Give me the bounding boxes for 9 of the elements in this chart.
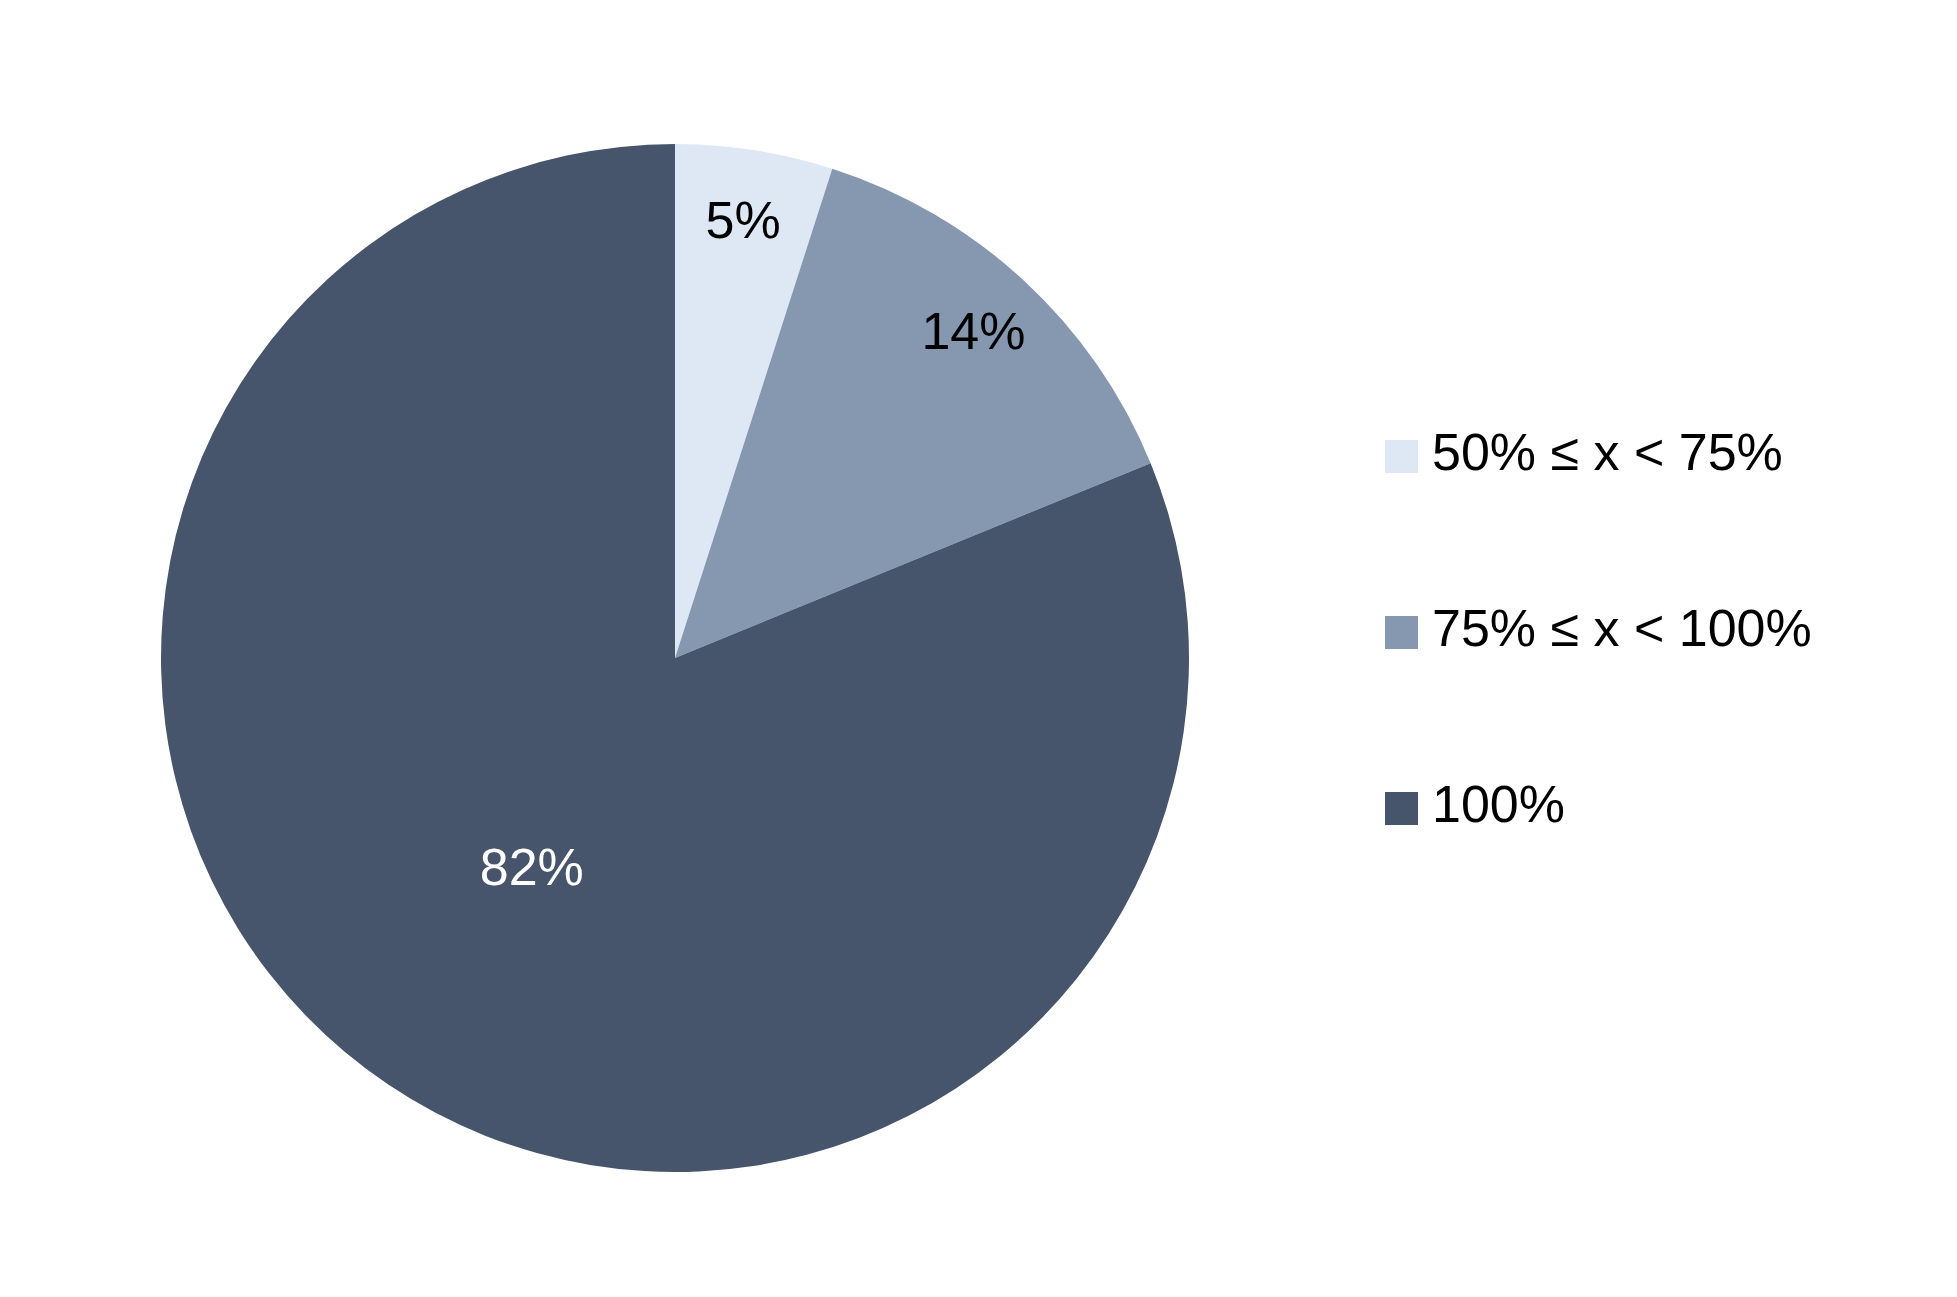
data-label: 5% <box>705 190 781 249</box>
data-label: 82% <box>479 838 584 897</box>
pie-slice <box>161 144 1189 1172</box>
data-label: 14% <box>921 302 1026 361</box>
pie-slice <box>675 144 833 658</box>
legend-label: 100% <box>1432 774 1565 833</box>
legend-label: 75% ≤ x < 100% <box>1432 598 1812 657</box>
legend-label: 50% ≤ x < 75% <box>1432 422 1783 481</box>
pie-slice <box>675 168 1151 658</box>
